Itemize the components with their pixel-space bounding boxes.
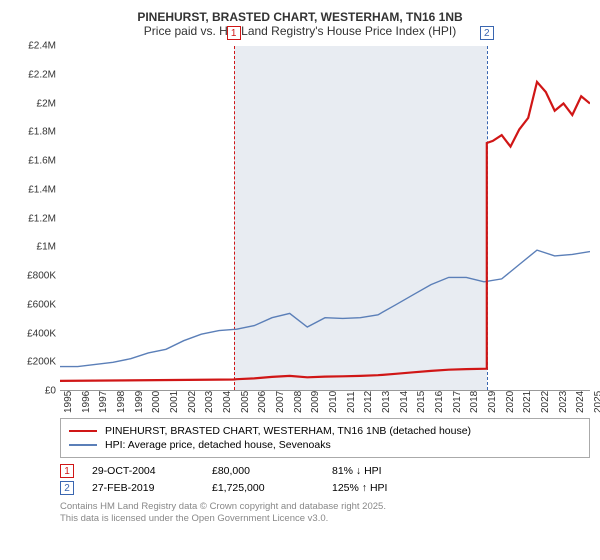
event-price-1: £80,000 — [212, 465, 332, 477]
events-list: 1 29-OCT-2004 £80,000 81% ↓ HPI 2 27-FEB… — [60, 464, 590, 495]
x-tick-label: 1999 — [134, 391, 145, 413]
event-price-2: £1,725,000 — [212, 482, 332, 494]
y-tick-label: £0 — [8, 386, 56, 397]
event-pct-2: 125% ↑ HPI — [332, 482, 452, 494]
footer-line-1: Contains HM Land Registry data © Crown c… — [60, 501, 590, 513]
y-tick-label: £1.6M — [8, 156, 56, 167]
y-tick-label: £2.2M — [8, 69, 56, 80]
x-tick-label: 2025 — [593, 391, 600, 413]
legend-swatch-2 — [69, 444, 97, 446]
x-tick-label: 2023 — [558, 391, 569, 413]
y-tick-label: £1.2M — [8, 213, 56, 224]
y-tick-label: £400K — [8, 328, 56, 339]
chart-container: PINEHURST, BRASTED CHART, WESTERHAM, TN1… — [0, 0, 600, 560]
chart-title-1: PINEHURST, BRASTED CHART, WESTERHAM, TN1… — [10, 10, 590, 24]
y-tick-label: £600K — [8, 299, 56, 310]
x-tick-label: 2011 — [346, 391, 357, 413]
x-tick-label: 2004 — [222, 391, 233, 413]
x-tick-label: 2014 — [399, 391, 410, 413]
event-row-2: 2 27-FEB-2019 £1,725,000 125% ↑ HPI — [60, 481, 590, 495]
x-axis: 1995 1996 1997 1998 1999 2000 2001 2002 2003 2004… — [60, 391, 590, 421]
x-tick-label: 1995 — [63, 391, 74, 413]
chart-title-2: Price paid vs. HM Land Registry's House … — [10, 24, 590, 38]
x-tick-label: 2002 — [187, 391, 198, 413]
x-tick-label: 2000 — [151, 391, 162, 413]
event-marker-2: 2 — [60, 481, 74, 495]
x-tick-label: 2012 — [363, 391, 374, 413]
y-tick-label: £1.8M — [8, 127, 56, 138]
x-tick-label: 2003 — [204, 391, 215, 413]
x-tick-label: 2015 — [416, 391, 427, 413]
x-tick-label: 1996 — [81, 391, 92, 413]
x-tick-label: 2013 — [381, 391, 392, 413]
plot-area: 1 2 — [60, 46, 590, 391]
legend: PINEHURST, BRASTED CHART, WESTERHAM, TN1… — [60, 418, 590, 458]
x-tick-label: 2007 — [275, 391, 286, 413]
event-date-2: 27-FEB-2019 — [92, 482, 212, 494]
y-tick-label: £200K — [8, 357, 56, 368]
y-axis: £0£200K£400K£600K£800K£1M£1.2M£1.4M£1.6M… — [10, 46, 58, 391]
marker-box-1: 1 — [227, 26, 241, 40]
marker-box-2: 2 — [480, 26, 494, 40]
chart-area: £0£200K£400K£600K£800K£1M£1.2M£1.4M£1.6M… — [40, 46, 600, 416]
event-marker-1: 1 — [60, 464, 74, 478]
x-tick-label: 2021 — [522, 391, 533, 413]
x-tick-label: 2005 — [240, 391, 251, 413]
x-tick-label: 2018 — [469, 391, 480, 413]
legend-item-2: HPI: Average price, detached house, Seve… — [69, 439, 581, 451]
chart-svg — [60, 46, 590, 391]
y-tick-label: £2.4M — [8, 41, 56, 52]
event-date-1: 29-OCT-2004 — [92, 465, 212, 477]
x-tick-label: 2001 — [169, 391, 180, 413]
x-tick-label: 1997 — [98, 391, 109, 413]
x-tick-label: 2020 — [505, 391, 516, 413]
y-tick-label: £1.4M — [8, 184, 56, 195]
x-tick-label: 2017 — [452, 391, 463, 413]
x-tick-label: 2008 — [293, 391, 304, 413]
x-tick-label: 1998 — [116, 391, 127, 413]
y-tick-label: £1M — [8, 242, 56, 253]
event-pct-1: 81% ↓ HPI — [332, 465, 452, 477]
legend-label-1: PINEHURST, BRASTED CHART, WESTERHAM, TN1… — [105, 425, 471, 437]
x-tick-label: 2019 — [487, 391, 498, 413]
legend-swatch-1 — [69, 430, 97, 433]
footer: Contains HM Land Registry data © Crown c… — [60, 501, 590, 526]
y-tick-label: £2M — [8, 98, 56, 109]
y-tick-label: £800K — [8, 271, 56, 282]
x-tick-label: 2006 — [257, 391, 268, 413]
x-tick-label: 2010 — [328, 391, 339, 413]
legend-label-2: HPI: Average price, detached house, Seve… — [105, 439, 331, 451]
x-tick-label: 2022 — [540, 391, 551, 413]
x-tick-label: 2024 — [575, 391, 586, 413]
x-tick-label: 2009 — [310, 391, 321, 413]
legend-item-1: PINEHURST, BRASTED CHART, WESTERHAM, TN1… — [69, 425, 581, 437]
event-row-1: 1 29-OCT-2004 £80,000 81% ↓ HPI — [60, 464, 590, 478]
footer-line-2: This data is licensed under the Open Gov… — [60, 513, 590, 525]
x-tick-label: 2016 — [434, 391, 445, 413]
